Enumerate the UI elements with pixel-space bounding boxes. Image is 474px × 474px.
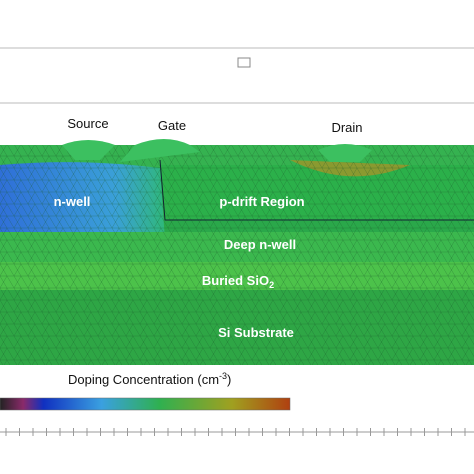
legend-title-text: Doping Concentration (cm — [68, 372, 219, 387]
icon — [237, 57, 251, 68]
deep-n-well-label: Deep n-well — [224, 237, 296, 252]
legend-title-end: ) — [227, 372, 231, 387]
ruler — [0, 428, 474, 436]
legend-title: Doping Concentration (cm-3) — [68, 371, 231, 387]
substrate-label: Si Substrate — [218, 325, 294, 340]
buried-text: Buried SiO — [202, 273, 269, 288]
buried-oxide-label: Buried SiO2 — [202, 273, 274, 290]
drain-label: Drain — [331, 120, 362, 135]
buried-sub: 2 — [269, 280, 274, 290]
device — [0, 139, 474, 365]
gate-label: Gate — [158, 118, 186, 133]
p-drift-label: p-drift Region — [219, 194, 304, 209]
source-label: Source — [67, 116, 108, 131]
n-well-label: n-well — [54, 194, 91, 209]
color-bar — [0, 397, 291, 411]
legend-title-sup: -3 — [219, 371, 227, 381]
